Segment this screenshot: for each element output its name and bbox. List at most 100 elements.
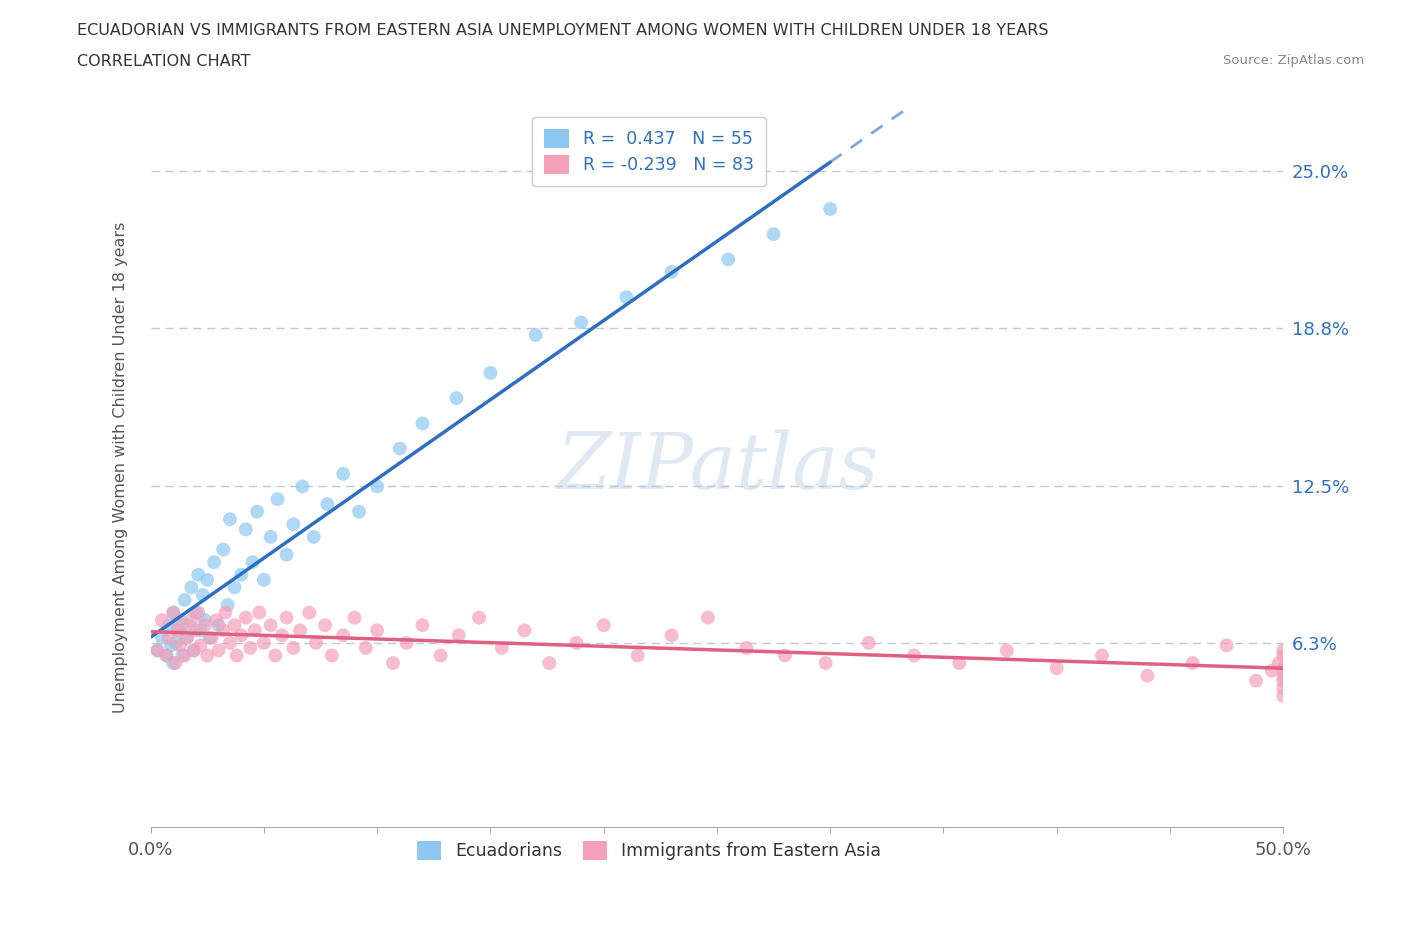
Point [314,618,336,632]
Point [176,631,198,645]
Point [524,327,547,342]
Point [614,290,637,305]
Point [1244,673,1267,688]
Point [219,512,242,526]
Point [194,618,217,632]
Point [217,598,239,613]
Point [225,648,247,663]
Point [395,635,418,650]
Point [194,613,217,628]
Point [321,648,343,663]
Point [172,618,194,632]
Point [247,605,270,620]
Point [183,643,205,658]
Point [903,648,925,663]
Point [231,567,253,582]
Point [253,572,276,587]
Point [264,648,287,663]
Point [382,656,405,671]
Point [1215,638,1237,653]
Point [179,618,201,632]
Point [243,623,266,638]
Point [1272,648,1295,663]
Point [162,656,184,671]
Point [1046,660,1069,675]
Point [242,554,264,569]
Point [180,580,202,595]
Point [818,202,841,217]
Point [366,479,388,494]
Point [762,227,785,242]
Point [169,638,191,653]
Point [513,623,536,638]
Y-axis label: Unemployment Among Women with Children Under 18 years: Unemployment Among Women with Children U… [114,222,128,713]
Point [214,605,236,620]
Point [190,623,212,638]
Point [388,441,411,456]
Point [155,648,177,663]
Point [150,613,173,628]
Point [283,641,305,656]
Point [661,264,683,279]
Point [858,635,880,650]
Point [773,648,796,663]
Point [207,618,229,632]
Point [735,641,758,656]
Point [332,628,354,643]
Point [190,638,212,653]
Point [696,610,718,625]
Point [302,529,325,544]
Point [166,623,188,638]
Point [157,631,180,645]
Point [266,492,288,507]
Point [260,618,283,632]
Point [162,605,184,620]
Point [1272,681,1295,696]
Point [202,554,225,569]
Point [246,504,269,519]
Point [291,479,314,494]
Point [162,605,184,620]
Point [298,605,321,620]
Point [253,635,276,650]
Point [276,610,298,625]
Point [1272,688,1295,703]
Point [146,643,169,658]
Point [187,567,209,582]
Point [411,416,433,431]
Point [150,631,173,645]
Point [271,628,294,643]
Point [201,631,224,645]
Point [995,643,1018,658]
Point [288,623,311,638]
Point [592,618,614,632]
Point [165,635,187,650]
Text: CORRELATION CHART: CORRELATION CHART [77,54,250,69]
Point [173,592,195,607]
Point [538,656,561,671]
Text: Source: ZipAtlas.com: Source: ZipAtlas.com [1223,54,1364,67]
Point [146,643,169,658]
Point [169,613,191,628]
Point [231,628,253,643]
Point [160,638,183,653]
Point [180,613,202,628]
Point [173,648,195,663]
Point [183,643,205,658]
Point [491,641,513,656]
Point [195,572,218,587]
Point [1272,669,1295,684]
Point [283,517,305,532]
Point [332,466,354,481]
Point [198,631,221,645]
Text: ECUADORIAN VS IMMIGRANTS FROM EASTERN ASIA UNEMPLOYMENT AMONG WOMEN WITH CHILDRE: ECUADORIAN VS IMMIGRANTS FROM EASTERN AS… [77,23,1049,38]
Point [446,391,468,405]
Point [184,623,207,638]
Point [1272,663,1295,678]
Point [155,648,177,663]
Point [184,605,207,620]
Point [224,618,246,632]
Point [627,648,650,663]
Point [166,623,188,638]
Text: ZIPatlas: ZIPatlas [555,430,879,506]
